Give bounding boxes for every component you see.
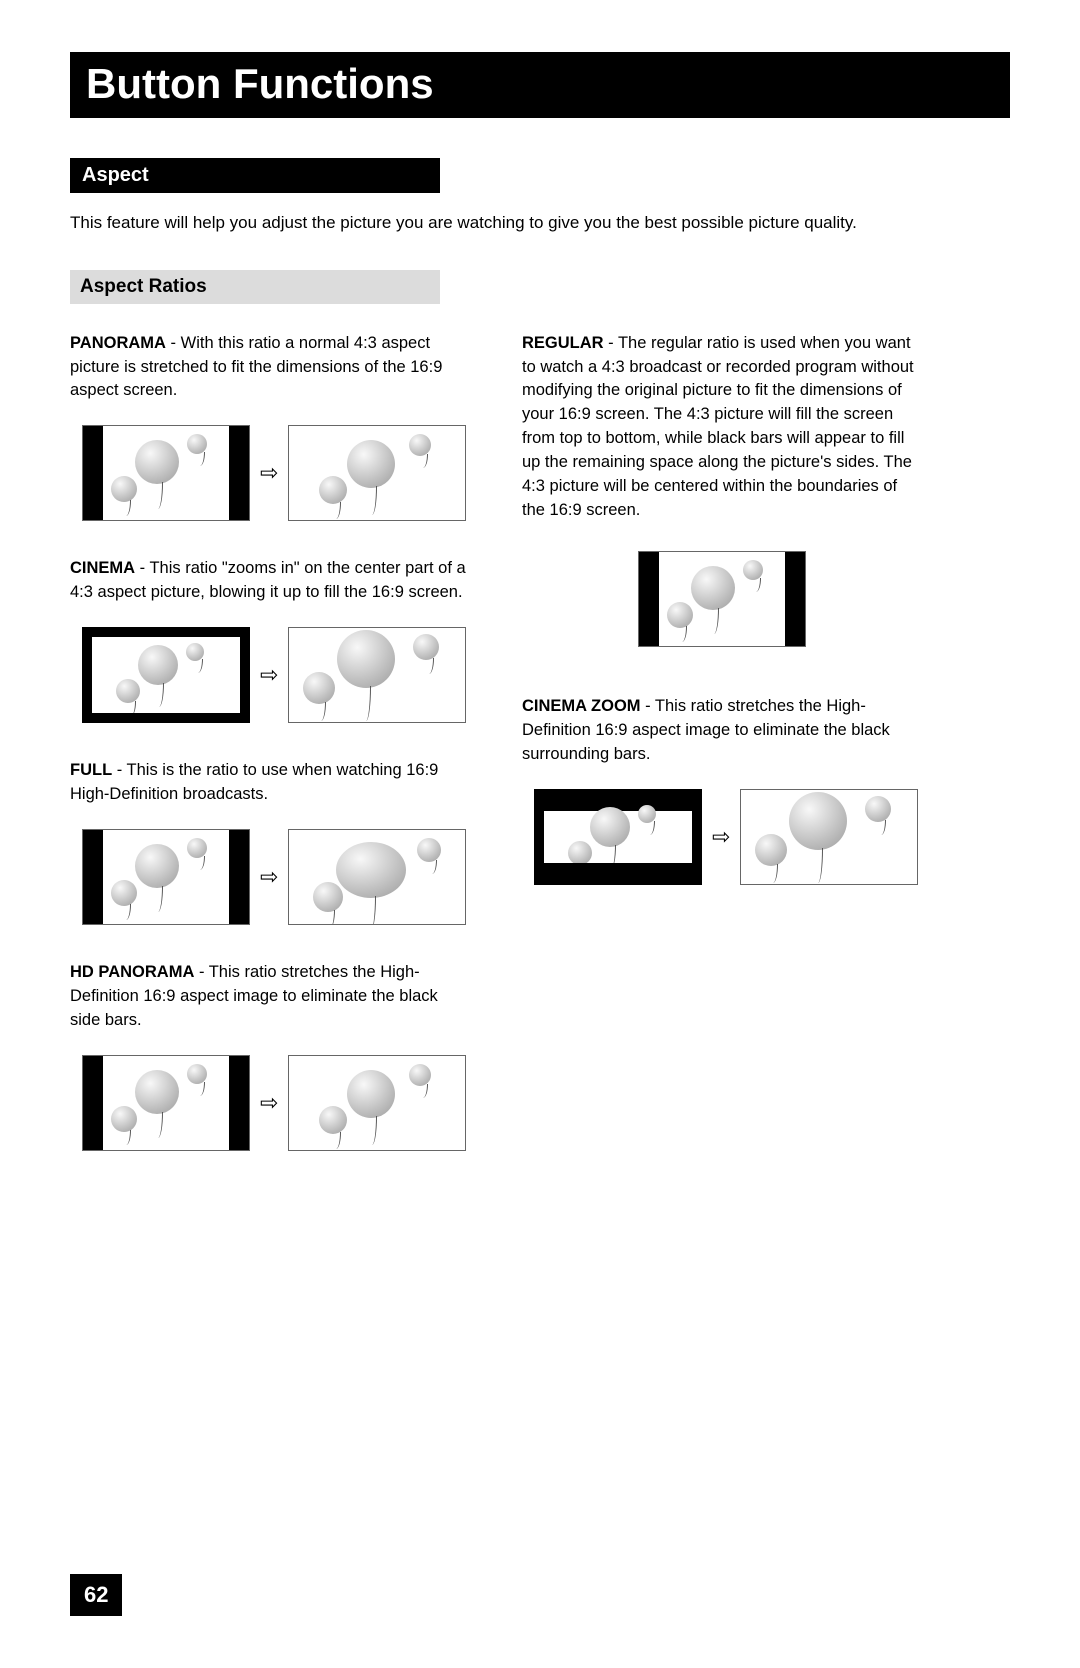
figure-regular: [522, 551, 922, 647]
page-number: 62: [70, 1574, 122, 1616]
label-cinema-zoom: CINEMA ZOOM: [522, 697, 641, 715]
screen-after: [740, 789, 918, 885]
entry-regular: REGULAR - The regular ratio is used when…: [522, 332, 922, 647]
section-heading: Aspect: [70, 158, 440, 193]
arrow-icon: ⇨: [260, 460, 278, 486]
figure-panorama: ⇨: [70, 425, 470, 521]
label-cinema: CINEMA: [70, 559, 135, 577]
text-regular: - The regular ratio is used when you wan…: [522, 334, 914, 519]
arrow-icon: ⇨: [260, 864, 278, 890]
screen-before: [82, 1055, 250, 1151]
content-columns: PANORAMA - With this ratio a normal 4:3 …: [70, 332, 1010, 1187]
entry-full: FULL - This is the ratio to use when wat…: [70, 759, 470, 925]
label-regular: REGULAR: [522, 334, 604, 352]
entry-cinema-zoom: CINEMA ZOOM - This ratio stretches the H…: [522, 695, 922, 885]
label-full: FULL: [70, 761, 112, 779]
entry-cinema: CINEMA - This ratio "zooms in" on the ce…: [70, 557, 470, 723]
screen-before: [82, 425, 250, 521]
entry-panorama: PANORAMA - With this ratio a normal 4:3 …: [70, 332, 470, 522]
screen-after: [288, 425, 466, 521]
label-panorama: PANORAMA: [70, 334, 166, 352]
figure-full: ⇨: [70, 829, 470, 925]
figure-hd-panorama: ⇨: [70, 1055, 470, 1151]
arrow-icon: ⇨: [260, 1090, 278, 1116]
text-full: - This is the ratio to use when watching…: [70, 761, 438, 803]
figure-cinema: ⇨: [70, 627, 470, 723]
label-hd-panorama: HD PANORAMA: [70, 963, 194, 981]
screen-before: [534, 789, 702, 885]
right-column: REGULAR - The regular ratio is used when…: [522, 332, 922, 1187]
figure-cinema-zoom: ⇨: [522, 789, 922, 885]
screen-after: [288, 627, 466, 723]
subsection-heading: Aspect Ratios: [70, 270, 440, 304]
screen-after: [288, 829, 466, 925]
screen-before: [82, 829, 250, 925]
screen-after: [288, 1055, 466, 1151]
page-title-bar: Button Functions: [70, 52, 1010, 118]
intro-text: This feature will help you adjust the pi…: [70, 211, 1010, 236]
screen-before: [82, 627, 250, 723]
screen-regular: [638, 551, 806, 647]
arrow-icon: ⇨: [260, 662, 278, 688]
left-column: PANORAMA - With this ratio a normal 4:3 …: [70, 332, 470, 1187]
entry-hd-panorama: HD PANORAMA - This ratio stretches the H…: [70, 961, 470, 1151]
arrow-icon: ⇨: [712, 824, 730, 850]
